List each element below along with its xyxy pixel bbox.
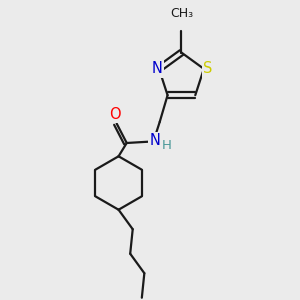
Text: N: N [152, 61, 163, 76]
Text: N: N [150, 133, 160, 148]
Text: S: S [203, 61, 212, 76]
Text: O: O [109, 107, 121, 122]
Text: H: H [162, 139, 172, 152]
Text: CH₃: CH₃ [170, 8, 193, 20]
